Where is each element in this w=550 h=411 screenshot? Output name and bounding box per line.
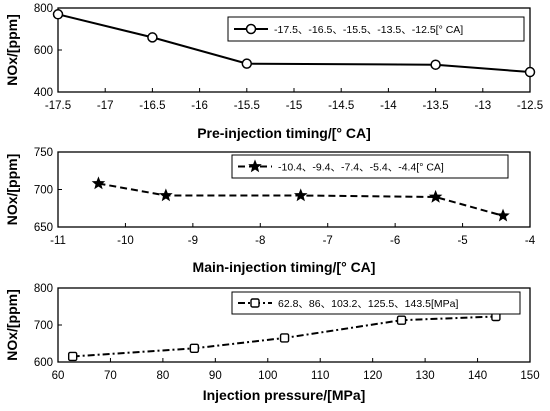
y-tick-label: 700 <box>34 185 53 197</box>
y-tick-label: 600 <box>34 357 53 369</box>
chart-panel-3: 60 70 80 90 100 110 120 130 140 150 600 700 800 Injec… <box>4 283 540 403</box>
data-point <box>430 59 441 70</box>
series-line <box>98 182 504 217</box>
x-tick-label: -12.5 <box>517 100 543 112</box>
x-tick-label: -5 <box>457 235 467 247</box>
y-axis-title: NOx/[ppm] <box>4 154 20 226</box>
y-tick-label: 400 <box>34 87 53 99</box>
x-tick-label: -14 <box>380 100 397 112</box>
y-axis-title: NOx/[ppm] <box>4 14 20 86</box>
data-point <box>524 66 536 78</box>
x-tick-label: -17.5 <box>45 100 71 112</box>
x-tick-label: -13.5 <box>422 100 448 112</box>
x-tick-label: -6 <box>390 235 400 247</box>
y-tick-label: 800 <box>34 3 53 15</box>
x-axis-title: Injection pressure/[MPa] <box>203 387 366 403</box>
x-tick-label: -4 <box>525 235 536 247</box>
x-tick-label: 100 <box>258 370 277 382</box>
x-tick-label: -16.5 <box>139 100 165 112</box>
x-tick-label: -7 <box>323 235 333 247</box>
x-axis-title: Main-injection timing/[° CA] <box>193 259 376 275</box>
x-tick-label: 80 <box>156 370 169 382</box>
y-tick-label: 700 <box>34 320 53 332</box>
x-tick-label: -9 <box>188 235 198 247</box>
x-tick-label: -10 <box>117 235 134 247</box>
chart-panel-1: -17.5 -17 -16.5 -16 -15.5 -15 -14.5 -14 -13.5 -13… <box>4 3 543 141</box>
y-tick-label: 750 <box>34 147 53 159</box>
y-tick-label: 800 <box>34 283 53 295</box>
y-tick-label: 650 <box>34 222 53 234</box>
x-tick-label: 90 <box>209 370 222 382</box>
data-point <box>91 176 106 190</box>
x-tick-label: 60 <box>52 370 65 382</box>
data-point <box>396 315 407 325</box>
data-point <box>189 343 200 354</box>
data-point <box>147 32 158 43</box>
chart-panel-2: -11 -10 -9 -8 -7 -6 -5 -4 650 700 750 Main-injectio… <box>4 147 536 275</box>
data-point <box>428 189 443 203</box>
data-point <box>496 208 510 222</box>
x-tick-label: -15 <box>286 100 303 112</box>
x-tick-label: -15.5 <box>234 100 260 112</box>
legend-label: 62.8、86、103.2、125.5、143.5[MPa] <box>278 298 458 310</box>
x-tick-label: 110 <box>311 370 329 382</box>
x-tick-label: -17 <box>97 100 114 112</box>
x-tick-label: 140 <box>468 370 487 382</box>
x-tick-label: -13 <box>474 100 491 112</box>
data-point <box>279 333 290 343</box>
x-tick-label: -14.5 <box>328 100 354 112</box>
data-point <box>67 351 78 362</box>
data-point <box>241 58 253 69</box>
legend-label: -17.5、-16.5、-15.5、-13.5、-12.5[° CA] <box>274 24 463 36</box>
x-tick-label: -16 <box>191 100 208 112</box>
data-point <box>293 188 308 202</box>
x-tick-label: -8 <box>255 235 265 247</box>
x-axis-title: Pre-injection timing/[° CA] <box>197 125 371 141</box>
x-tick-label: 150 <box>520 370 539 382</box>
legend-box <box>231 154 509 179</box>
data-point <box>159 188 173 202</box>
legend-box <box>231 291 521 315</box>
legend-box <box>227 16 525 42</box>
x-tick-label: -11 <box>50 235 66 247</box>
data-point <box>52 9 64 20</box>
legend-marker <box>250 298 260 308</box>
y-tick-label: 600 <box>34 45 53 57</box>
legend-label: -10.4、-9.4、-7.4、-5.4、-4.4[° CA] <box>278 162 444 174</box>
legend-marker <box>248 159 262 173</box>
x-tick-label: 120 <box>363 370 382 382</box>
y-axis-title: NOx/[ppm] <box>4 289 20 361</box>
x-tick-label: 130 <box>416 370 435 382</box>
x-tick-label: 70 <box>104 370 117 382</box>
legend-marker <box>245 23 257 35</box>
